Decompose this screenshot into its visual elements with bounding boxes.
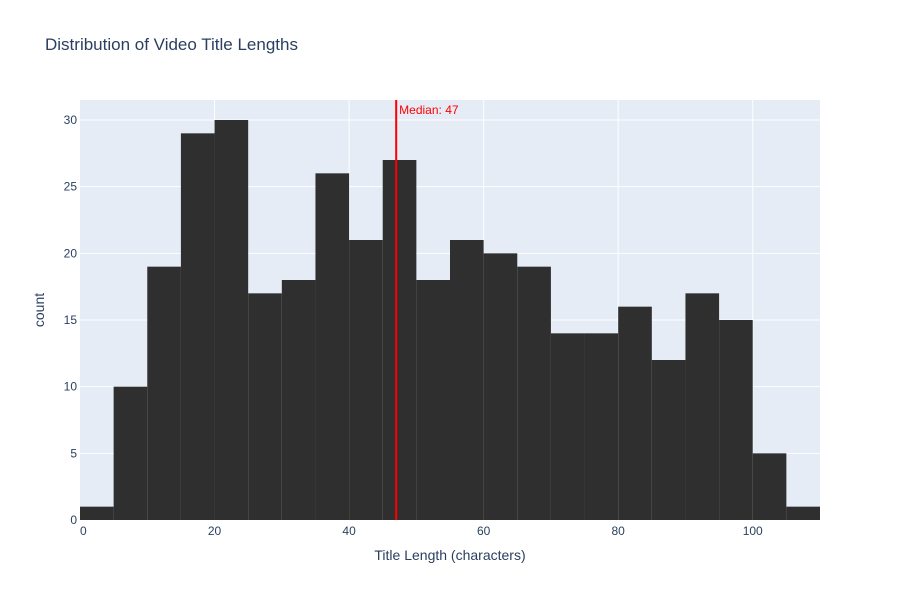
y-tick-label: 30	[64, 113, 78, 127]
x-tick-label: 60	[477, 524, 491, 538]
histogram-bar	[147, 266, 181, 520]
x-axis-title: Title Length (characters)	[374, 547, 525, 563]
median-annotation: Median: 47	[399, 103, 459, 117]
histogram-bar	[248, 293, 282, 520]
y-tick-label: 15	[64, 313, 78, 327]
x-tick-label: 100	[743, 524, 763, 538]
histogram-bar	[517, 266, 551, 520]
x-tick-label: 20	[208, 524, 222, 538]
x-tick-label: 0	[80, 524, 87, 538]
histogram-bar	[315, 173, 350, 521]
histogram-bar	[685, 293, 720, 520]
histogram-bar	[214, 120, 249, 520]
y-tick-label: 0	[70, 513, 77, 527]
histogram-bar	[450, 240, 484, 520]
y-tick-label: 20	[64, 246, 78, 260]
y-axis-title: count	[31, 293, 47, 327]
histogram-bar	[618, 306, 652, 520]
histogram-bar	[719, 320, 753, 520]
histogram-bar	[416, 280, 450, 520]
histogram-bar	[786, 506, 820, 520]
y-tick-label: 10	[64, 380, 78, 394]
bars	[80, 120, 820, 521]
histogram-bar	[550, 333, 585, 520]
x-axis-ticks: 0 20 40 60 80 100	[80, 524, 763, 538]
histogram-bar	[281, 280, 316, 520]
x-tick-label: 80	[612, 524, 626, 538]
histogram-bar	[752, 453, 787, 520]
histogram-bar	[483, 253, 518, 521]
histogram-bar	[651, 360, 686, 520]
histogram-bar	[113, 386, 148, 520]
x-tick-label: 40	[342, 524, 356, 538]
y-tick-label: 25	[64, 180, 78, 194]
histogram-bar	[349, 240, 383, 520]
histogram-bar	[382, 160, 417, 520]
histogram-bar	[180, 133, 215, 521]
y-axis-ticks: 0 5 10 15 20 25 30	[64, 113, 78, 527]
chart-title: Distribution of Video Title Lengths	[45, 35, 298, 54]
y-tick-label: 5	[70, 446, 77, 460]
histogram-bar	[80, 506, 114, 520]
histogram-bar	[584, 333, 619, 520]
